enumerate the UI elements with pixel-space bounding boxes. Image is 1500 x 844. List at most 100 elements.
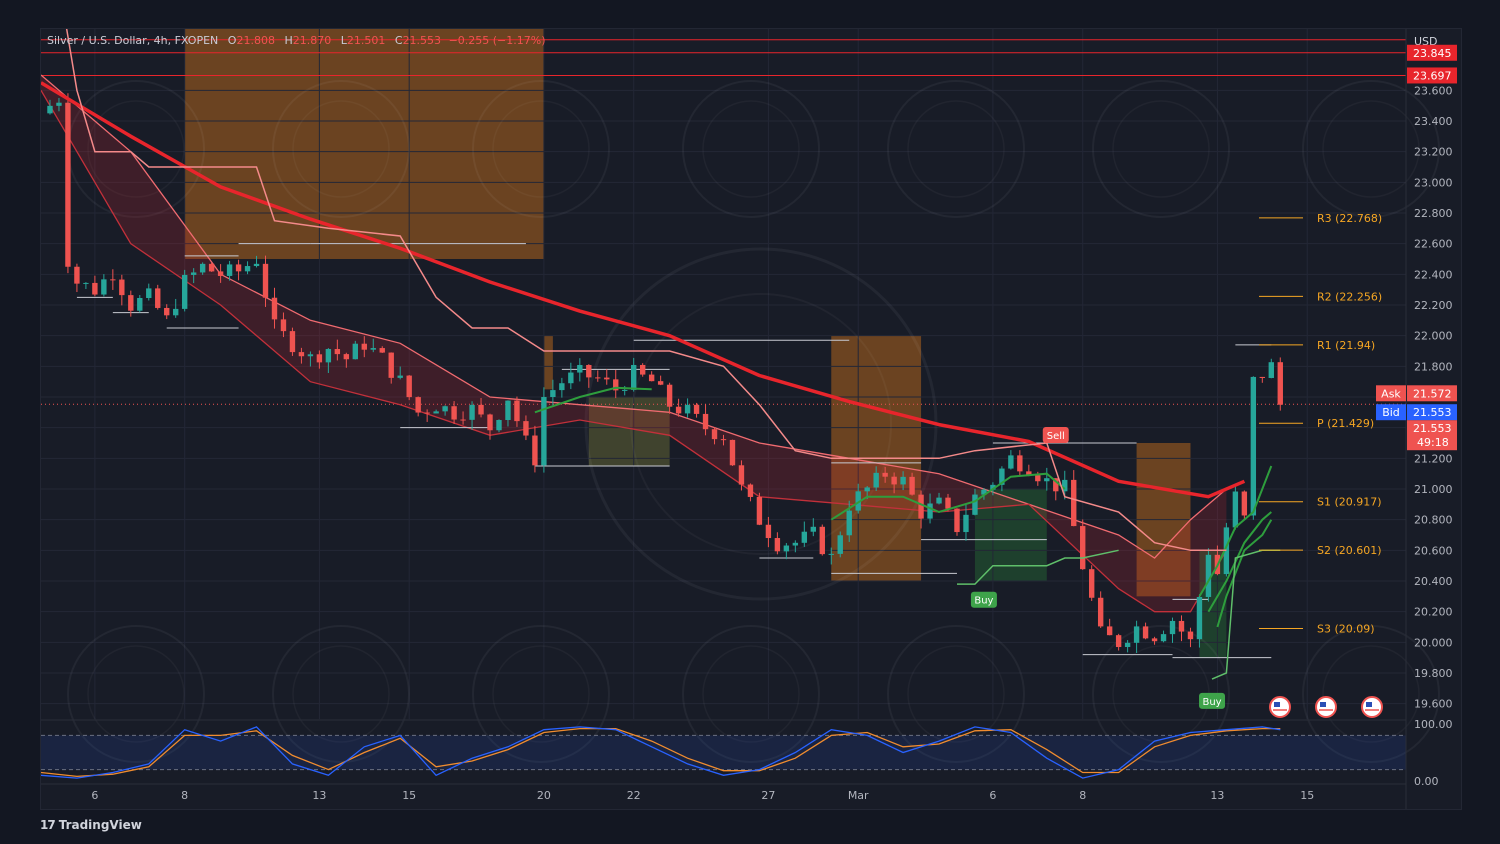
candle-body — [1133, 626, 1140, 643]
candle-body — [963, 514, 969, 533]
candle-body — [74, 266, 80, 284]
time-tick-label: Mar — [848, 789, 869, 802]
candle-body — [711, 429, 718, 440]
current-price-badge — [1407, 420, 1457, 451]
watermark-seal-inner-icon — [492, 100, 590, 198]
candle-body — [595, 377, 601, 379]
tradingview-brand[interactable]: 17 TradingView — [40, 818, 142, 832]
candle-body — [756, 496, 763, 525]
candle-body — [271, 297, 278, 320]
low-value: 21.501 — [346, 34, 386, 47]
watermark-seal-inner-icon — [1322, 645, 1420, 743]
candle-body — [146, 288, 152, 299]
price-chart[interactable]: R3 (22.768) R2 (22.256) R1 (21.94) P (21.42… — [40, 0, 1461, 809]
watermark-seal-icon — [272, 80, 410, 218]
price-tick-label: 22.800 — [1414, 207, 1453, 220]
candle-body — [1035, 475, 1041, 482]
candle-body — [101, 279, 107, 295]
quote-badge — [1407, 385, 1457, 402]
price-tick-label: 20.200 — [1414, 606, 1453, 619]
watermark-seal-icon — [1092, 80, 1230, 218]
watermark-seal-icon — [1302, 625, 1440, 763]
candle-body — [164, 307, 170, 316]
candle-body — [631, 364, 637, 390]
candle-body — [954, 508, 960, 533]
watermark-seal-icon — [67, 625, 205, 763]
candle-body — [361, 343, 367, 350]
open-value: 21.808 — [236, 34, 275, 47]
ribbon-fill — [41, 75, 1227, 612]
candle-body — [289, 331, 296, 353]
quote-badge-label: 21.553 — [1413, 406, 1452, 419]
swing-levels — [76, 243, 1272, 659]
candle-body — [891, 476, 897, 485]
quote-tag-label: Ask — [1381, 387, 1401, 400]
economic-events — [1269, 696, 1383, 718]
candle-body — [92, 282, 98, 295]
candle-body — [352, 343, 359, 360]
change-value: −0.255 (−1.17%) — [448, 34, 546, 47]
price-tick-label: 20.800 — [1414, 514, 1453, 527]
candle-body — [424, 412, 430, 414]
candle-body — [307, 354, 314, 357]
candle-body — [729, 439, 736, 466]
price-tick-label: 21.000 — [1414, 483, 1453, 496]
price-tick-label: 22.600 — [1414, 238, 1453, 251]
candle-body — [1232, 491, 1239, 528]
pivot-label: R2 (22.256) — [1317, 290, 1382, 303]
candle-body — [478, 404, 484, 415]
time-tick-label: 6 — [91, 789, 98, 802]
candle-body — [128, 295, 134, 311]
candle-body — [298, 352, 305, 357]
candle-body — [981, 489, 987, 495]
pivot-label: P (21.429) — [1317, 417, 1374, 430]
watermark-seal-icon — [682, 80, 820, 218]
signal-sell-label: Sell — [1047, 431, 1065, 442]
candle-body — [1277, 362, 1283, 405]
high-value: 21.870 — [292, 34, 332, 47]
watermark-seal-inner-icon — [292, 100, 390, 198]
quote-tag — [1376, 404, 1406, 421]
candle-body — [720, 439, 727, 441]
candle-body — [280, 319, 287, 332]
stoch-tick-label: 0.00 — [1414, 775, 1439, 788]
candle-body — [1160, 634, 1167, 642]
candle-body — [801, 531, 808, 543]
candle-body — [505, 400, 511, 421]
candle-body — [972, 494, 978, 515]
candle-body — [181, 274, 188, 309]
watermark-seal-inner-icon — [907, 100, 1005, 198]
candle-body — [47, 105, 53, 114]
candle-body — [451, 406, 457, 420]
time-tick-label: 8 — [1079, 789, 1086, 802]
price-tick-label: 23.200 — [1414, 146, 1453, 159]
candle-body — [65, 102, 71, 267]
pivot-label: R3 (22.768) — [1317, 212, 1382, 225]
quote-badge-label: 21.572 — [1413, 387, 1452, 400]
signal-buy-badge — [970, 591, 997, 608]
price-tick-label: 23.600 — [1414, 84, 1453, 97]
candle-body — [325, 349, 332, 363]
candle-body — [235, 264, 242, 272]
ema-line — [40, 81, 1246, 499]
candle-body — [460, 419, 466, 421]
price-tick-label: 19.800 — [1414, 667, 1453, 680]
watermark-seal-inner-icon — [702, 100, 800, 198]
candle-body — [613, 379, 619, 391]
price-tick-label: 22.000 — [1414, 330, 1453, 343]
candle-body — [864, 487, 870, 492]
chart-panel[interactable]: R3 (22.768) R2 (22.256) R1 (21.94) P (21.42… — [40, 0, 1462, 810]
candle-body — [1178, 620, 1185, 632]
candle-body — [433, 411, 439, 414]
candle-body — [604, 377, 610, 380]
resistance-lines — [41, 39, 1406, 405]
candle-body — [675, 406, 682, 414]
candle-body — [1169, 620, 1176, 635]
price-tick-label: 22.400 — [1414, 268, 1453, 281]
candle-body — [882, 472, 888, 477]
candle-body — [541, 397, 547, 466]
candle-body — [1268, 362, 1274, 378]
green-ma-line — [1216, 519, 1273, 628]
watermark-seal-inner-icon — [907, 645, 1005, 743]
candle-body — [155, 288, 161, 308]
